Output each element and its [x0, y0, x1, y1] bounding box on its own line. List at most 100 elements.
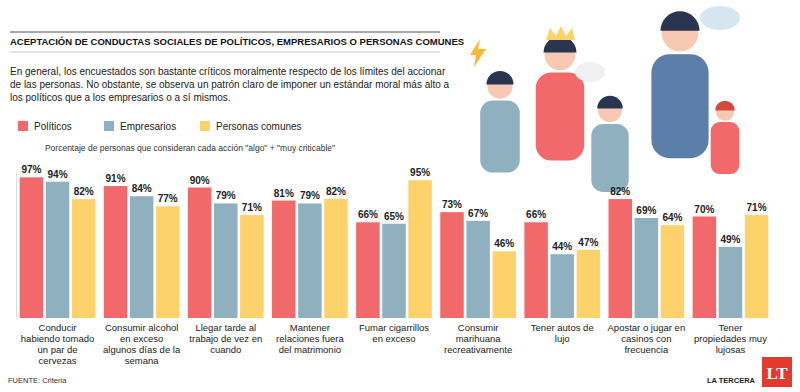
text-line: Tener autos de [531, 322, 594, 333]
figure-body [711, 122, 740, 174]
figure-body [536, 72, 584, 160]
bar [356, 222, 379, 318]
x-tick-label: Conducirhabiendo tomadoun par decervezas [21, 322, 94, 366]
bar [20, 177, 43, 318]
data-label: 82% [610, 186, 630, 197]
text-line: Mantener [290, 322, 330, 333]
bar [156, 206, 179, 318]
data-label: 81% [274, 188, 294, 199]
bar [240, 215, 263, 318]
text-line: del matrimonio [279, 344, 341, 355]
legend-label: Políticos [34, 121, 72, 132]
data-label: 67% [468, 208, 488, 219]
source: FUENTE: Criteria [8, 376, 67, 385]
legend-swatch [200, 121, 210, 131]
data-label: 71% [747, 202, 767, 213]
x-tick-label: Consumir alcoholen excesoalgunos días de… [103, 322, 181, 366]
x-tick: Tener autos delujo [531, 322, 594, 344]
bar [635, 218, 658, 318]
data-label: 77% [158, 193, 178, 204]
text-line: algunos días de la [103, 344, 181, 355]
text-line: Consumir alcohol [105, 322, 178, 333]
crown [546, 26, 575, 40]
text-line: en exceso [120, 333, 163, 344]
figure-hair [487, 71, 514, 85]
bar [298, 203, 321, 318]
x-tick-label: Mantenerrelaciones fueradel matrimonio [276, 322, 344, 355]
legend-swatch [18, 121, 28, 131]
figure [711, 101, 740, 174]
subtitle: En general, los encuestados son bastante… [10, 66, 450, 103]
text-line: cervezas [39, 355, 77, 366]
text-line: lujosas [716, 344, 746, 355]
bar [693, 217, 716, 319]
illustration [470, 6, 740, 192]
x-tick-label: Consumirmarihuanarecreativamente [444, 322, 512, 355]
legend-label: Empresarios [120, 121, 176, 132]
text-line: relaciones fuera [276, 333, 344, 344]
figure-body [591, 124, 628, 192]
bar [440, 212, 463, 318]
text-line: Conducir [39, 322, 77, 333]
data-label: 44% [552, 241, 572, 252]
x-tick: Conducirhabiendo tomadoun par decervezas [21, 322, 94, 366]
text-line: En general, los encuestados son bastante… [10, 66, 446, 77]
bar [72, 199, 95, 318]
bar [382, 224, 405, 318]
text-line: Apostar o jugar en [608, 322, 686, 333]
x-tick-label: Tenerpropiedades muylujosas [694, 322, 767, 355]
x-tick: Tenerpropiedades muylujosas [694, 322, 767, 355]
data-label: 47% [578, 237, 598, 248]
logo: LT [766, 364, 788, 383]
bar [577, 250, 600, 318]
text-line: habiendo tomado [21, 333, 94, 344]
note: Porcentaje de personas que consideran ca… [45, 143, 335, 153]
figure-hair [715, 101, 735, 111]
publisher: LA TERCERA [707, 376, 756, 385]
data-label: 65% [384, 211, 404, 222]
data-label: 97% [21, 164, 41, 175]
y-axis-line [16, 174, 17, 319]
data-label: 73% [442, 199, 462, 210]
text-line: recreativamente [444, 344, 512, 355]
logo-box [762, 357, 792, 387]
text-line: Fumar cigarrillos [359, 322, 429, 333]
data-label: 82% [326, 186, 346, 197]
data-label: 49% [720, 234, 740, 245]
y-axis [16, 174, 17, 319]
speech-bubble [575, 62, 605, 82]
data-label: 95% [410, 167, 430, 178]
title-rule [10, 32, 440, 33]
bar [130, 196, 153, 318]
bar [661, 225, 684, 318]
data-label: 71% [242, 202, 262, 213]
x-axis: Conducirhabiendo tomadoun par decervezas… [21, 322, 767, 366]
data-label: 91% [106, 173, 126, 184]
x-tick: Llegar tarde altrabajo de vez encuando [189, 322, 262, 355]
data-label: 64% [662, 212, 682, 223]
data-label: 66% [358, 209, 378, 220]
text-line: semana [125, 355, 160, 366]
text-line: trabajo de vez en [189, 333, 262, 344]
x-tick: Apostar o jugar encasinos confrecuencia [608, 322, 686, 355]
text-line: casinos con [621, 333, 671, 344]
x-tick: Mantenerrelaciones fueradel matrimonio [276, 322, 344, 355]
data-label: 70% [694, 204, 714, 215]
legend-label: Personas comunes [216, 121, 302, 132]
data-label: 82% [74, 186, 94, 197]
figure [536, 36, 584, 160]
figure [651, 11, 708, 158]
text-line: marihuana [456, 333, 502, 344]
figure-body [480, 101, 520, 173]
x-tick-label: Fumar cigarrillosen exceso [359, 322, 429, 344]
figure-body [651, 54, 708, 158]
data-label: 94% [48, 169, 68, 180]
bar [324, 199, 347, 318]
bar [745, 215, 768, 318]
text-line: Llegar tarde al [195, 322, 256, 333]
text-line: propiedades muy [694, 333, 767, 344]
data-label: 90% [190, 175, 210, 186]
bar [719, 247, 742, 318]
data-label: 79% [216, 190, 236, 201]
text-line: Tener [719, 322, 743, 333]
